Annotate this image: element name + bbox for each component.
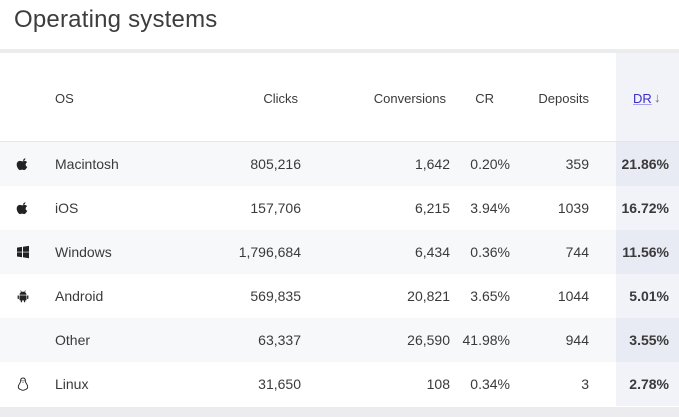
deposits-value: 3 [581,376,589,392]
table-header: OS Clicks Conversions CR Deposits DR ↓ [0,53,679,142]
panel-header: Operating systems [0,0,679,50]
os-name: Windows [55,244,112,260]
os-name: iOS [55,200,79,216]
deposits-value: 359 [565,156,589,172]
clicks-value: 1,796,684 [238,244,301,260]
conversions-value: 108 [426,376,450,392]
clicks-value: 157,706 [250,200,301,216]
conversions-value: 1,642 [414,156,450,172]
panel-title: Operating systems [14,6,218,33]
deposits-value: 1044 [557,288,589,304]
dr-value: 16.72% [621,200,669,216]
column-header-os[interactable]: OS [55,91,74,106]
windows-icon [17,245,29,259]
cr-value: 3.94% [470,200,510,216]
divider [0,49,679,53]
column-header-deposits[interactable]: Deposits [538,91,589,106]
dr-value: 3.55% [629,332,669,348]
conversions-value: 20,821 [407,288,450,304]
sorted-column-cell-bg [616,318,679,362]
deposits-value: 744 [565,244,589,260]
cr-value: 3.65% [470,288,510,304]
cr-value: 41.98% [462,332,510,348]
apple-icon [16,202,28,215]
table-row[interactable]: Linux 31,650 108 0.34% 3 2.78% [0,362,679,406]
clicks-value: 805,216 [250,156,301,172]
column-header-cr[interactable]: CR [475,91,494,106]
conversions-value: 6,434 [414,244,450,260]
sorted-column-cell-bg [616,186,679,230]
cr-value: 0.20% [470,156,510,172]
sort-descending-icon[interactable]: ↓ [654,90,661,105]
sorted-column-cell-bg [616,362,679,406]
os-table: OS Clicks Conversions CR Deposits DR ↓ M… [0,53,679,407]
conversions-value: 6,215 [414,200,450,216]
table-row[interactable]: iOS 157,706 6,215 3.94% 1039 16.72% [0,186,679,230]
dr-value: 21.86% [621,156,669,172]
table-row[interactable]: Windows 1,796,684 6,434 0.36% 744 11.56% [0,230,679,274]
panel-footer-divider [0,407,679,417]
clicks-value: 63,337 [258,332,301,348]
dr-value: 5.01% [629,288,669,304]
linux-icon [17,377,29,391]
os-name: Other [55,332,91,348]
clicks-value: 569,835 [250,288,301,304]
table-row[interactable]: Android 569,835 20,821 3.65% 1044 5.01% [0,274,679,318]
table-row[interactable]: Macintosh 805,216 1,642 0.20% 359 21.86% [0,142,679,186]
cr-value: 0.34% [470,376,510,392]
os-name: Android [55,288,104,304]
cr-value: 0.36% [470,244,510,260]
os-name: Linux [55,376,89,392]
column-header-conversions[interactable]: Conversions [373,91,446,106]
column-header-dr[interactable]: DR [633,91,652,106]
sorted-column-cell-bg [616,274,679,318]
android-icon [17,290,29,303]
apple-icon [16,158,28,171]
dr-value: 11.56% [622,244,669,260]
deposits-value: 1039 [557,200,589,216]
conversions-value: 26,590 [407,332,450,348]
clicks-value: 31,650 [258,376,301,392]
dr-value: 2.78% [629,376,669,392]
table-row[interactable]: Other 63,337 26,590 41.98% 944 3.55% [0,318,679,362]
sorted-column-highlight [616,53,679,141]
column-header-clicks[interactable]: Clicks [263,91,298,106]
sorted-column-cell-bg [616,230,679,274]
os-name: Macintosh [55,156,119,172]
sorted-column-cell-bg [616,142,679,186]
deposits-value: 944 [565,332,589,348]
